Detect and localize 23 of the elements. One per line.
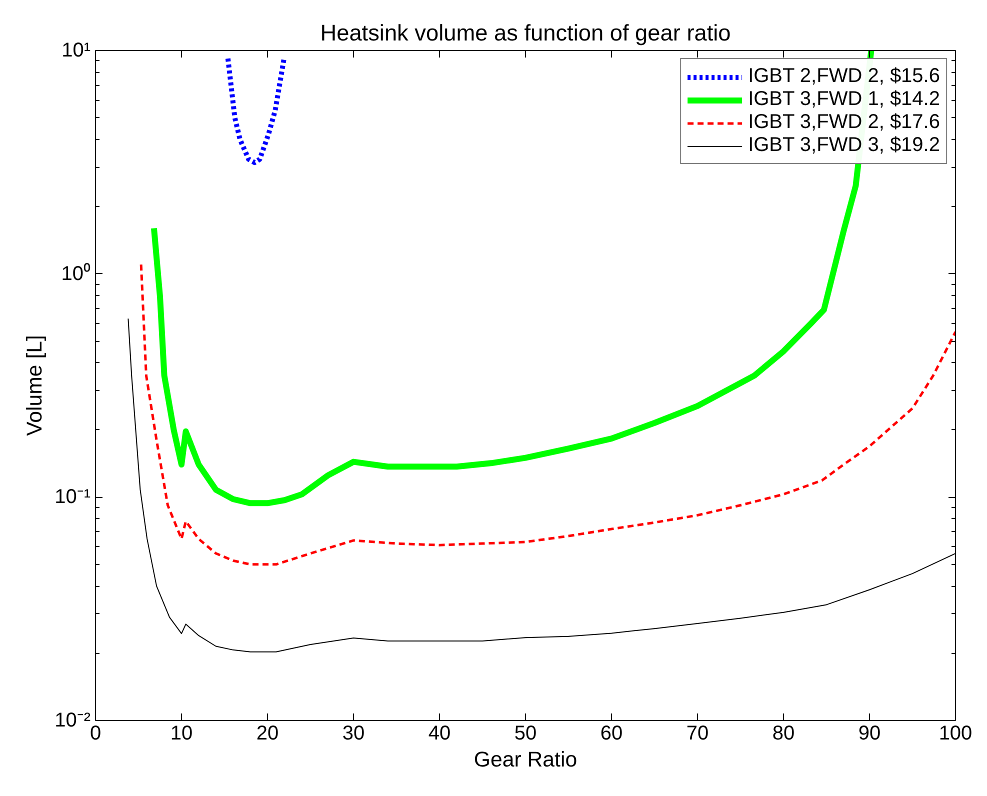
x-tick-label: 90	[858, 722, 881, 744]
x-tick-label: 30	[342, 722, 365, 744]
y-tick-label: 10¹	[62, 40, 91, 62]
legend-label: IGBT 2,FWD 2, $15.6	[748, 65, 940, 88]
x-tick-label: 0	[90, 722, 102, 744]
chart-title: Heatsink volume as function of gear ratio	[320, 20, 731, 46]
x-tick-label: 50	[514, 722, 537, 744]
y-tick-label: 10⁻¹	[54, 486, 91, 508]
line-series	[140, 263, 956, 566]
legend-label: IGBT 3,FWD 1, $14.2	[748, 88, 940, 111]
legend-label: IGBT 3,FWD 3, $19.2	[748, 134, 940, 157]
x-axis-title: Gear Ratio	[474, 748, 578, 772]
x-tick-label: 70	[686, 722, 709, 744]
y-tick-label: 10⁻²	[54, 710, 91, 732]
y-axis-title: Volume [L]	[22, 335, 47, 436]
y-tick-label: 10⁰	[61, 262, 91, 285]
x-tick-label: 100	[938, 722, 972, 744]
x-tick-label: 40	[428, 722, 451, 744]
legend-label: IGBT 3,FWD 2, $17.6	[748, 111, 940, 134]
x-tick-label: 80	[772, 722, 795, 744]
x-tick-label: 60	[600, 722, 623, 744]
x-tick-label: 20	[256, 722, 279, 744]
x-tick-label: 10	[170, 722, 193, 744]
